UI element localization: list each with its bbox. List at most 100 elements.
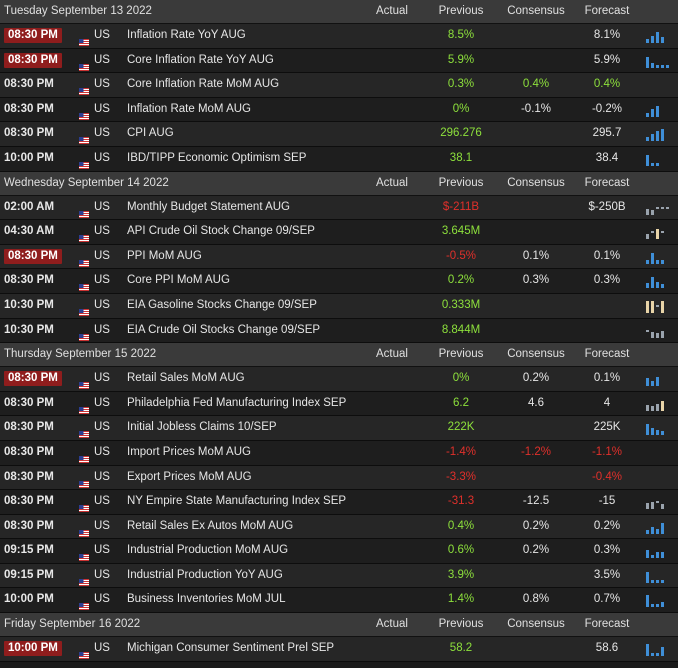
trend-sparkline-icon[interactable] [646,29,670,43]
previous-value: 38.1 [449,151,473,164]
day-header: Friday September 16 2022 Actual Previous Co… [0,613,678,638]
event-name[interactable]: PPI MoM AUG [127,249,202,262]
event-row[interactable]: 09:15 PM US Industrial Production YoY AUG 3… [0,563,678,589]
event-row[interactable]: 08:30 PM US NY Empire State Manufacturing … [0,490,678,515]
column-header-previous: Previous [438,348,484,361]
event-time: 10:00 PM [4,151,54,164]
forecast-value: 0.3% [593,544,621,557]
event-name[interactable]: Core Inflation Rate MoM AUG [127,78,280,91]
trend-sparkline-icon[interactable] [646,593,670,608]
forecast-value: 8.1% [593,29,621,41]
event-row[interactable]: 08:30 PM US Inflation Rate MoM AUG 0% -0.1% -… [0,97,678,123]
event-row[interactable]: 10:30 PM US EIA Crude Oil Stocks Change 09… [0,318,678,344]
event-row[interactable]: 10:00 PM US IBD/TIPP Economic Optimism SEP… [0,146,678,172]
event-row[interactable]: 08:30 PM US Core PPI MoM AUG 0.2% 0.3% 0.3% [0,269,678,294]
forecast-value: -0.4% [591,470,623,483]
event-row[interactable]: 08:30 PM US Retail Sales Ex Autos MoM AUG 0… [0,514,678,540]
time-badge-high-impact: 08:30 PM [4,28,62,43]
us-flag-icon [79,449,89,463]
trend-sparkline-icon[interactable] [646,250,670,264]
trend-sparkline-icon[interactable] [646,495,670,510]
event-name[interactable]: CPI AUG [127,127,174,140]
event-time: 08:30 PM [4,274,54,287]
trend-sparkline-icon[interactable] [646,225,670,240]
event-name[interactable]: Industrial Production YoY AUG [127,568,283,581]
trend-sparkline-icon[interactable] [646,520,670,534]
event-row[interactable]: 08:30 PM US Core Inflation Rate MoM AUG 0.3… [0,73,678,98]
us-flag-icon [79,547,89,562]
previous-value: -31.3 [447,495,475,508]
event-row[interactable]: 08:30 PM US Core Inflation Rate YoY AUG 5.9… [0,48,678,74]
event-name[interactable]: Retail Sales MoM AUG [127,372,245,385]
event-row[interactable]: 10:30 PM US EIA Gasoline Stocks Change 09/… [0,293,678,319]
event-row[interactable]: 08:30 PM US CPI AUG 296.276 295.7 [0,122,678,147]
trend-sparkline-icon[interactable] [646,372,670,387]
event-name[interactable]: Industrial Production MoM AUG [127,544,289,557]
event-name[interactable]: Retail Sales Ex Autos MoM AUG [127,519,294,532]
event-row[interactable]: 08:30 PM US Export Prices MoM AUG -3.3% -0.4… [0,465,678,491]
event-name[interactable]: IBD/TIPP Economic Optimism SEP [127,151,307,164]
trend-sparkline-icon[interactable] [646,642,670,657]
event-row[interactable]: 08:30 PM US Philadelphia Fed Manufacturing… [0,391,678,417]
event-row[interactable]: 08:30 PM US Inflation Rate YoY AUG 8.5% 8.1% [0,24,678,49]
us-flag-icon [79,572,89,586]
trend-sparkline-icon[interactable] [646,421,670,436]
us-flag-icon [79,327,89,341]
event-row[interactable]: 08:30 PM US Initial Jobless Claims 10/SEP 2… [0,416,678,441]
trend-sparkline-icon[interactable] [646,54,670,68]
sparkline-bar [656,304,659,307]
sparkline-bar [656,206,659,209]
sparkline-bar [651,526,654,534]
trend-sparkline-icon[interactable] [646,127,670,142]
sparkline-bar [661,231,664,234]
time-badge-high-impact: 08:30 PM [4,371,62,387]
event-time: 08:30 PM [4,78,54,91]
sparkline-bar [651,579,654,583]
event-row[interactable]: 08:30 PM US PPI MoM AUG -0.5% 0.1% 0.1% [0,244,678,270]
event-name[interactable]: Initial Jobless Claims 10/SEP [127,421,277,434]
trend-sparkline-icon[interactable] [646,274,670,289]
event-name[interactable]: NY Empire State Manufacturing Index SEP [127,495,347,508]
trend-sparkline-icon[interactable] [646,103,670,117]
trend-sparkline-icon[interactable] [646,397,670,411]
trend-sparkline-icon[interactable] [646,324,670,338]
event-row[interactable]: 02:00 AM US Monthly Budget Statement AUG $-… [0,195,678,221]
event-name[interactable]: Import Prices MoM AUG [127,445,251,458]
event-name[interactable]: Michigan Consumer Sentiment Prel SEP [127,642,335,655]
sparkline-bar [666,64,669,68]
event-name[interactable]: EIA Crude Oil Stocks Change 09/SEP [127,323,321,336]
event-name[interactable]: EIA Gasoline Stocks Change 09/SEP [127,298,317,311]
event-name[interactable]: Core PPI MoM AUG [127,274,230,287]
event-name[interactable]: Business Inventories MoM JUL [127,593,286,606]
event-row[interactable]: 09:15 PM US Industrial Production MoM AUG 0… [0,539,678,564]
event-row[interactable]: 04:30 AM US API Crude Oil Stock Change 09/… [0,220,678,245]
us-flag-icon [79,424,89,439]
sparkline-bar [656,653,659,657]
event-name[interactable]: API Crude Oil Stock Change 09/SEP [127,225,315,238]
consensus-value: -1.2% [520,445,552,458]
previous-value: 0% [452,372,470,385]
country-code: US [94,29,110,41]
event-row[interactable]: 08:30 PM US Retail Sales MoM AUG 0% 0.2% 0.1% [0,367,678,392]
country-code: US [94,519,110,532]
trend-sparkline-icon[interactable] [646,152,670,166]
trend-sparkline-icon[interactable] [646,299,670,313]
event-name[interactable]: Monthly Budget Statement AUG [127,200,291,213]
event-row[interactable]: 10:00 PM US Michigan Consumer Sentiment Pr… [0,637,678,662]
trend-sparkline-icon[interactable] [646,544,670,559]
sparkline-bar [646,300,649,313]
trend-sparkline-icon[interactable] [646,201,670,215]
event-time: 08:30 PM [4,127,54,140]
event-name[interactable]: Philadelphia Fed Manufacturing Index SEP [127,396,347,409]
consensus-value: 0.3% [522,274,550,287]
event-row[interactable]: 10:00 PM US Business Inventories MoM JUL 1.… [0,588,678,614]
time-badge-high-impact: 10:00 PM [4,641,62,657]
sparkline-bar [661,552,664,559]
event-name[interactable]: Core Inflation Rate YoY AUG [127,53,274,66]
event-name[interactable]: Inflation Rate MoM AUG [127,102,251,115]
event-name[interactable]: Export Prices MoM AUG [127,470,252,483]
event-row[interactable]: 08:30 PM US Import Prices MoM AUG -1.4% -1.2… [0,440,678,466]
event-name[interactable]: Inflation Rate YoY AUG [127,29,246,41]
trend-sparkline-icon[interactable] [646,569,670,583]
sparkline-bar [661,206,664,209]
